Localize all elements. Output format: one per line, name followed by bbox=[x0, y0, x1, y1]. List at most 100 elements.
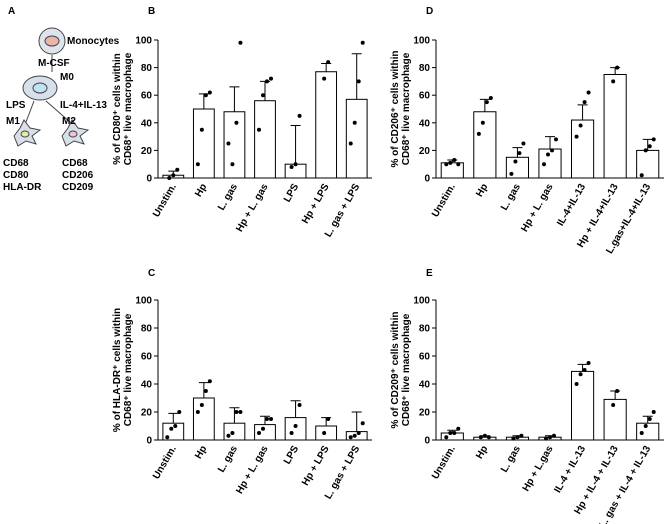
data-point bbox=[578, 372, 583, 377]
data-point bbox=[207, 379, 212, 384]
bar bbox=[570, 370, 595, 441]
x-tick-label: L. gas bbox=[216, 182, 240, 213]
bar bbox=[505, 156, 530, 179]
error-bar bbox=[290, 400, 301, 418]
y-tick-label: 20 bbox=[141, 146, 153, 157]
data-point bbox=[574, 382, 579, 386]
data-point bbox=[444, 435, 449, 440]
data-point bbox=[586, 90, 591, 95]
data-point bbox=[517, 151, 522, 156]
data-point bbox=[552, 433, 556, 438]
y-tick-label: 40 bbox=[419, 118, 431, 129]
error-bar bbox=[351, 411, 362, 432]
data-point bbox=[165, 435, 170, 440]
x-tick-label: L. gas bbox=[499, 182, 523, 213]
nucleus bbox=[68, 130, 78, 138]
data-point bbox=[177, 410, 182, 414]
bar bbox=[284, 417, 307, 441]
error-bar bbox=[577, 363, 588, 372]
bar bbox=[345, 98, 368, 179]
y-axis-label: % of HLA-DR⁺ cells within bbox=[112, 308, 123, 432]
label: IL-4+IL-13 bbox=[60, 100, 107, 111]
y-tick-label: 0 bbox=[424, 174, 430, 185]
y-tick-label: 0 bbox=[146, 174, 152, 185]
label: M-CSF bbox=[38, 58, 70, 69]
data-point bbox=[257, 127, 261, 132]
data-point bbox=[265, 79, 269, 84]
x-tick-label: Hp bbox=[193, 182, 209, 199]
y-tick-label: 60 bbox=[419, 352, 431, 363]
data-point bbox=[352, 120, 357, 125]
data-point bbox=[476, 131, 481, 136]
y-tick-label: 80 bbox=[419, 324, 431, 335]
data-point bbox=[482, 433, 487, 438]
data-point bbox=[456, 162, 461, 167]
x-tick-label: Hp bbox=[474, 444, 490, 461]
data-point bbox=[238, 40, 243, 45]
y-tick-label: 60 bbox=[419, 91, 431, 102]
data-point bbox=[203, 93, 208, 98]
bar bbox=[603, 74, 627, 179]
data-point bbox=[269, 417, 273, 421]
y-tick-label: 60 bbox=[141, 91, 153, 102]
x-tick-label: Hp + L. gas bbox=[234, 444, 271, 496]
data-point bbox=[257, 431, 261, 435]
y-axis-label: % of CD209⁺ cells within bbox=[390, 312, 401, 429]
bar bbox=[192, 397, 215, 441]
data-point bbox=[297, 403, 302, 407]
error-bar bbox=[642, 138, 653, 151]
error-bar bbox=[512, 147, 523, 158]
data-point bbox=[293, 162, 298, 167]
data-point bbox=[173, 424, 178, 428]
data-point bbox=[486, 435, 491, 440]
data-point bbox=[639, 431, 644, 435]
data-point bbox=[226, 141, 231, 146]
data-point bbox=[195, 162, 200, 167]
marker: HLA-DR bbox=[3, 182, 42, 193]
data-point bbox=[289, 164, 294, 169]
data-point bbox=[360, 421, 365, 426]
y-tick-label: 100 bbox=[135, 296, 152, 307]
data-point bbox=[456, 426, 461, 431]
data-point bbox=[195, 410, 200, 414]
x-tick-label: Hp bbox=[193, 444, 209, 461]
bar bbox=[284, 163, 307, 179]
data-point bbox=[647, 144, 652, 149]
x-tick-label: L. gas bbox=[216, 444, 240, 475]
data-point bbox=[269, 76, 273, 81]
panel-letter: B bbox=[148, 6, 155, 17]
data-point bbox=[582, 100, 587, 105]
data-point bbox=[297, 113, 302, 118]
data-point bbox=[521, 141, 526, 146]
data-point bbox=[326, 60, 331, 65]
data-point bbox=[515, 435, 520, 440]
y-tick-label: 0 bbox=[146, 436, 152, 447]
marker: CD68 bbox=[62, 158, 88, 169]
data-point bbox=[480, 120, 485, 125]
data-point bbox=[234, 410, 239, 414]
x-tick-label: Hp + L.gas bbox=[521, 444, 556, 494]
data-point bbox=[647, 417, 652, 421]
data-point bbox=[261, 426, 265, 431]
x-tick-label: Unstim. bbox=[430, 182, 458, 219]
data-point bbox=[615, 389, 620, 393]
label: Monocytes bbox=[67, 36, 120, 47]
data-point bbox=[360, 40, 365, 45]
panel-a bbox=[13, 27, 90, 147]
data-point bbox=[582, 368, 587, 372]
x-tick-label: Hp + LPS bbox=[300, 444, 332, 488]
label: M2 bbox=[62, 116, 76, 127]
x-tick-label: Unstim. bbox=[151, 444, 179, 481]
data-point bbox=[203, 389, 208, 393]
data-point bbox=[484, 100, 489, 105]
error-bar bbox=[229, 407, 240, 424]
data-point bbox=[289, 431, 294, 435]
y-tick-label: 60 bbox=[141, 352, 153, 363]
data-point bbox=[352, 433, 357, 438]
data-point bbox=[546, 152, 550, 157]
data-point bbox=[548, 435, 552, 440]
data-point bbox=[322, 431, 327, 435]
error-bar bbox=[351, 53, 362, 100]
x-tick-label: Unstim. bbox=[430, 444, 458, 481]
